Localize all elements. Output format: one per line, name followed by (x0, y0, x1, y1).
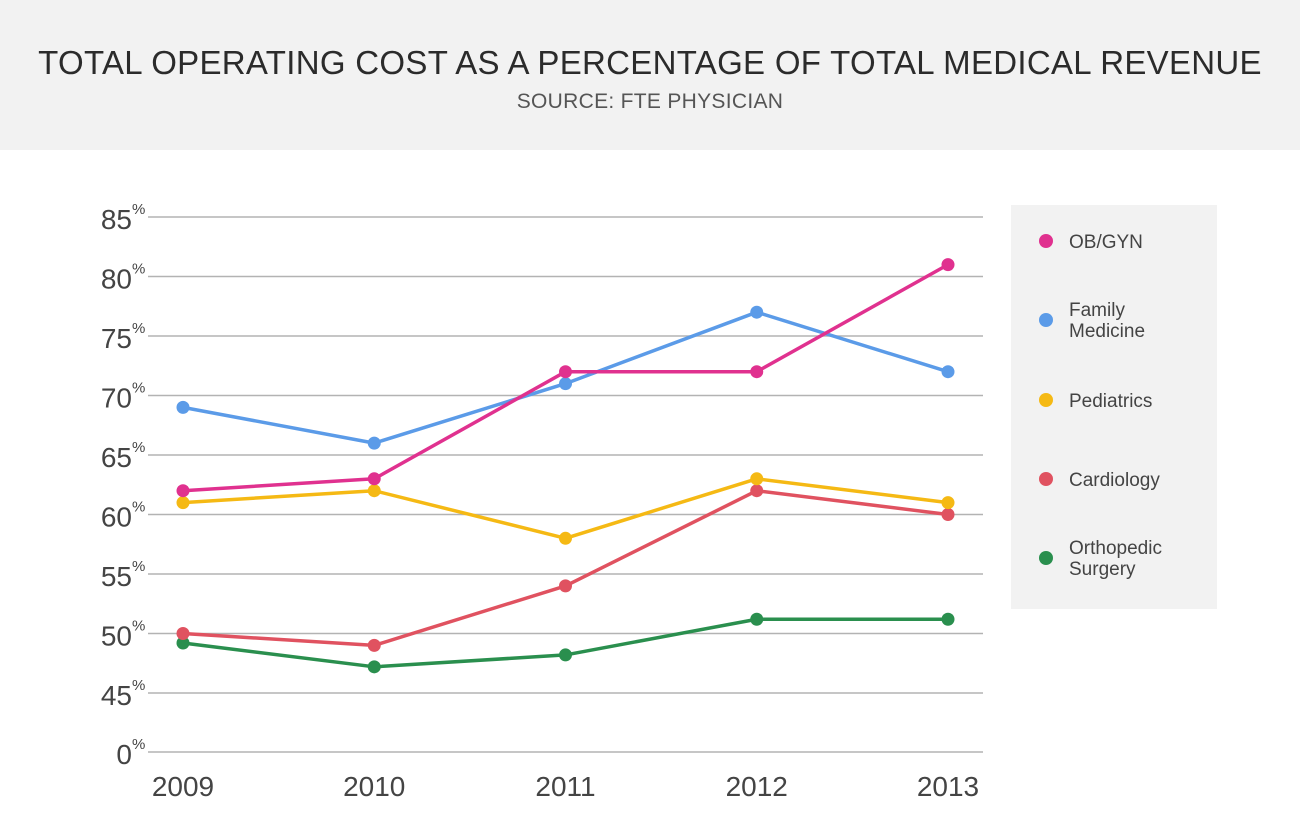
y-tick-suffix: % (132, 499, 145, 516)
legend-label: Cardiology (1069, 470, 1160, 491)
x-tick-2012: 2012 (726, 771, 788, 802)
legend-label: Pediatrics (1069, 391, 1152, 412)
y-tick-label: 65 (101, 442, 132, 473)
data-point-cardiology-2012 (750, 484, 764, 498)
data-point-pediatrics-2010 (367, 484, 381, 498)
y-tick-75: 75% (101, 320, 146, 354)
y-tick-55: 55% (101, 558, 146, 592)
data-point-cardiology-2009 (176, 627, 190, 640)
legend-swatch (1039, 551, 1053, 565)
y-tick-suffix: % (132, 201, 145, 218)
legend-label: Orthopedic Surgery (1069, 538, 1162, 580)
y-tick-70: 70% (101, 380, 146, 414)
legend: OB/GYN Family Medicine Pediatrics Cardiology… (1011, 205, 1217, 609)
legend-label: Family Medicine (1069, 300, 1145, 342)
chart-title: TOTAL OPERATING COST AS A PERCENTAGE OF … (38, 44, 1262, 81)
y-tick-suffix: % (132, 261, 145, 278)
data-point-family-medicine-2009 (176, 400, 190, 414)
y-axis-ticks: 0 %45 %50 %55 %60 %65 %70 %75 %80 %85% (101, 201, 146, 770)
x-tick-2013: 2013 (917, 771, 979, 802)
x-tick-2010: 2010 (343, 771, 405, 802)
y-tick-85: 85% (101, 201, 146, 235)
legend-swatch (1039, 313, 1053, 327)
data-point-family-medicine-2013 (941, 365, 955, 379)
y-tick-label: 50 (101, 621, 132, 652)
data-point-pediatrics-2009 (176, 496, 190, 510)
y-tick-60: 60% (101, 499, 146, 533)
y-tick-label: 55 (101, 561, 132, 592)
y-tick-80: 80% (101, 261, 146, 295)
x-axis-ticks: 2009 2010 2011 2012 2013 (152, 771, 979, 802)
y-tick-label: 75 (101, 323, 132, 354)
y-tick-label: 70 (101, 383, 132, 414)
data-point-pediatrics-2011 (559, 531, 572, 545)
chart-subtitle: SOURCE: FTE PHYSICIAN (516, 90, 784, 113)
legend-item-pediatrics: Pediatrics (1039, 391, 1152, 412)
x-tick-2009: 2009 (152, 771, 214, 802)
y-tick-50: 50% (101, 618, 146, 652)
data-point-cardiology-2010 (367, 638, 381, 652)
x-tick-label: 2012 (726, 771, 788, 802)
data-point-ob-gyn-2013 (941, 258, 955, 272)
data-point-ob-gyn-2011 (559, 365, 572, 379)
y-tick-0: 0% (116, 736, 145, 770)
legend-swatch (1039, 472, 1053, 486)
y-tick-45: 45% (101, 677, 146, 711)
y-tick-65: 65% (101, 439, 146, 473)
data-point-ob-gyn-2009 (176, 484, 190, 498)
data-point-family-medicine-2011 (559, 377, 572, 391)
series-line-pediatrics (181, 477, 950, 541)
data-point-cardiology-2013 (941, 508, 955, 521)
data-point-family-medicine-2012 (750, 305, 764, 319)
header-banner: TOTAL OPERATING COST AS A PERCENTAGE OF … (0, 0, 1300, 150)
data-point-family-medicine-2010 (367, 436, 381, 450)
data-point-cardiology-2011 (559, 579, 572, 593)
data-point-pediatrics-2012 (750, 472, 764, 486)
y-tick-label: 60 (101, 502, 132, 533)
y-tick-suffix: % (132, 320, 145, 337)
data-point-orthopedic-surgery-2012 (750, 612, 764, 626)
data-point-orthopedic-surgery-2010 (367, 660, 381, 674)
legend-swatch (1039, 393, 1053, 407)
series-lines (181, 262, 950, 669)
legend-label: OB/GYN (1069, 232, 1143, 253)
data-point-orthopedic-surgery-2011 (559, 648, 572, 662)
data-point-orthopedic-surgery-2009 (176, 636, 190, 650)
x-tick-2011: 2011 (535, 771, 595, 802)
data-point-ob-gyn-2012 (750, 365, 764, 379)
data-point-pediatrics-2013 (941, 496, 955, 510)
y-tick-label: 80 (101, 264, 132, 295)
legend-item-ob-gyn: OB/GYN (1039, 232, 1143, 253)
legend-item-cardiology: Cardiology (1039, 470, 1160, 491)
y-tick-label: 45 (101, 680, 132, 711)
legend-item-family-medicine: Family Medicine (1039, 300, 1145, 342)
y-tick-suffix: % (132, 618, 145, 635)
series-points (176, 258, 955, 674)
gridlines (148, 216, 983, 753)
legend-item-orthopedic-surgery: Orthopedic Surgery (1039, 538, 1162, 580)
x-tick-label: 2011 (535, 771, 595, 802)
y-tick-label: 0 (116, 739, 132, 770)
data-point-ob-gyn-2010 (367, 472, 381, 486)
data-point-orthopedic-surgery-2013 (941, 612, 955, 626)
y-tick-suffix: % (132, 380, 145, 397)
y-tick-suffix: % (132, 439, 145, 456)
legend-swatch (1039, 234, 1053, 248)
y-tick-suffix: % (132, 736, 145, 753)
x-tick-label: 2013 (917, 771, 979, 802)
y-tick-suffix: % (132, 558, 145, 575)
x-tick-label: 2010 (343, 771, 405, 802)
legend-box (1011, 205, 1217, 609)
x-tick-label: 2009 (152, 771, 214, 802)
y-tick-label: 85 (101, 204, 132, 235)
y-tick-suffix: % (132, 677, 145, 694)
